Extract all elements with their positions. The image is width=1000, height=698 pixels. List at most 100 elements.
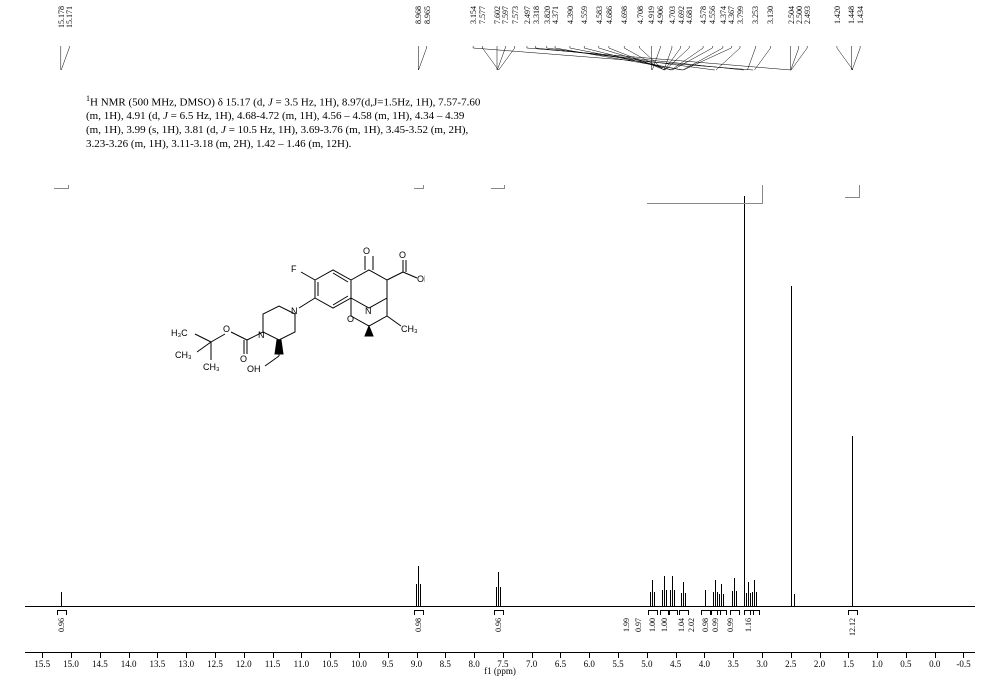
svg-text:OH: OH xyxy=(417,274,425,284)
axis-tick-label: 12.5 xyxy=(207,659,223,669)
axis-tick-label: 7.5 xyxy=(497,659,508,669)
spectrum-peak xyxy=(852,486,853,606)
peak-ppm-label: 4.906 xyxy=(656,6,665,24)
axis-tick-label: 3.5 xyxy=(728,659,739,669)
axis-tick xyxy=(762,653,763,658)
svg-text:O: O xyxy=(363,246,370,256)
axis-tick xyxy=(704,653,705,658)
integral-curve xyxy=(845,185,859,198)
integral-value-label: 0.96 xyxy=(57,618,66,632)
peak-ppm-label: 3.253 xyxy=(751,6,760,24)
integral-value-label: 0.98 xyxy=(701,618,710,632)
axis-tick-label: 14.5 xyxy=(92,659,108,669)
peak-ppm-label: 4.578 xyxy=(699,6,708,24)
axis-tick-label: 9.0 xyxy=(411,659,422,669)
integral-value-label: 12.12 xyxy=(848,618,857,636)
peak-ppm-label: 1.448 xyxy=(847,6,856,24)
peak-ppm-label: 7.597 xyxy=(501,6,510,24)
integral-curve xyxy=(414,185,425,189)
integral-bracket xyxy=(57,610,67,615)
spectrum-peak xyxy=(61,592,62,606)
integral-bracket xyxy=(668,610,678,615)
axis-tick xyxy=(474,653,475,658)
svg-text:O: O xyxy=(399,250,406,260)
axis-tick xyxy=(186,653,187,658)
integral-bracket xyxy=(730,610,740,615)
peak-ppm-label: 4.708 xyxy=(636,6,645,24)
spectrum-peak xyxy=(664,576,665,606)
axis-tick-label: 13.5 xyxy=(150,659,166,669)
integral-curve xyxy=(54,185,69,189)
axis-tick-label: 4.0 xyxy=(699,659,710,669)
integral-bracket xyxy=(494,610,504,615)
integral-value-label: 1.00 xyxy=(660,618,669,632)
axis-tick-label: 3.0 xyxy=(756,659,767,669)
nmr-figure: { "nmr_text": { "line1_pre": "H NMR (500… xyxy=(0,0,1000,698)
axis-tick-label: 7.0 xyxy=(526,659,537,669)
axis-tick xyxy=(417,653,418,658)
axis-tick xyxy=(877,653,878,658)
axis-tick-label: 1.0 xyxy=(871,659,882,669)
svg-text:CH₃: CH₃ xyxy=(401,324,418,334)
axis-tick xyxy=(330,653,331,658)
integral-value-label: 1.16 xyxy=(744,618,753,632)
x-axis: f1 (ppm) 15.515.014.514.013.513.012.512.… xyxy=(25,652,975,678)
axis-tick-label: 9.5 xyxy=(382,659,393,669)
svg-text:O: O xyxy=(240,354,247,364)
axis-tick xyxy=(733,653,734,658)
peak-ppm-label: 4.583 xyxy=(595,6,604,24)
integral-value-label: 1.99 xyxy=(622,618,631,632)
spectrum-peak xyxy=(418,566,419,606)
peak-ppm-label: 1.420 xyxy=(833,6,842,24)
spectrum-peak xyxy=(794,594,795,606)
svg-text:H₃C: H₃C xyxy=(171,328,188,338)
spectrum-peak xyxy=(672,576,673,606)
axis-tick xyxy=(560,653,561,658)
peak-ppm-label: 8.965 xyxy=(423,6,432,24)
peak-ppm-label: 4.681 xyxy=(685,6,694,24)
spectrum-peak xyxy=(754,580,755,606)
integral-value-label: 2.02 xyxy=(687,618,696,632)
axis-tick xyxy=(820,653,821,658)
integral-curve xyxy=(491,185,505,189)
axis-tick xyxy=(359,653,360,658)
svg-text:O: O xyxy=(347,314,354,324)
axis-tick xyxy=(100,653,101,658)
axis-tick-label: 6.0 xyxy=(584,659,595,669)
axis-tick xyxy=(676,653,677,658)
integral-curve xyxy=(647,185,763,204)
peak-ppm-label: 4.367 xyxy=(727,6,736,24)
axis-tick-label: 4.5 xyxy=(670,659,681,669)
integral-value-label: 1.04 xyxy=(677,618,686,632)
peak-ppm-label: 4.703 xyxy=(668,6,677,24)
spectrum-baseline xyxy=(25,606,975,607)
peak-ppm-label: 4.559 xyxy=(580,6,589,24)
integral-bracket xyxy=(648,610,658,615)
axis-tick xyxy=(532,653,533,658)
svg-text:N: N xyxy=(258,330,265,340)
axis-tick-label: 15.5 xyxy=(34,659,50,669)
axis-tick-label: 0.5 xyxy=(900,659,911,669)
spectrum-peak xyxy=(705,590,706,606)
peak-ppm-label: 7.573 xyxy=(511,6,520,24)
integral-value-label: 0.99 xyxy=(711,618,720,632)
axis-tick xyxy=(273,653,274,658)
integral-bracket xyxy=(848,610,858,615)
axis-tick-label: 15.0 xyxy=(63,659,79,669)
axis-tick-label: 2.0 xyxy=(814,659,825,669)
axis-tick-label: -0.5 xyxy=(956,659,970,669)
axis-tick xyxy=(388,653,389,658)
nmr-summary-text: 1H NMR (500 MHz, DMSO) δ 15.17 (d, J = 3… xyxy=(86,94,606,152)
axis-tick xyxy=(963,653,964,658)
spectrum-peak xyxy=(744,196,745,606)
integral-bracket xyxy=(717,610,727,615)
peak-ppm-label: 15.171 xyxy=(65,6,74,28)
peak-ppm-label: 3.154 xyxy=(469,6,478,24)
integral-bracket xyxy=(750,610,760,615)
spectrum-peak xyxy=(715,580,716,606)
axis-tick-label: 14.0 xyxy=(121,659,137,669)
axis-tick-label: 10.0 xyxy=(351,659,367,669)
axis-tick xyxy=(244,653,245,658)
axis-tick-label: 11.5 xyxy=(265,659,280,669)
peak-ppm-label: 1.434 xyxy=(856,6,865,24)
